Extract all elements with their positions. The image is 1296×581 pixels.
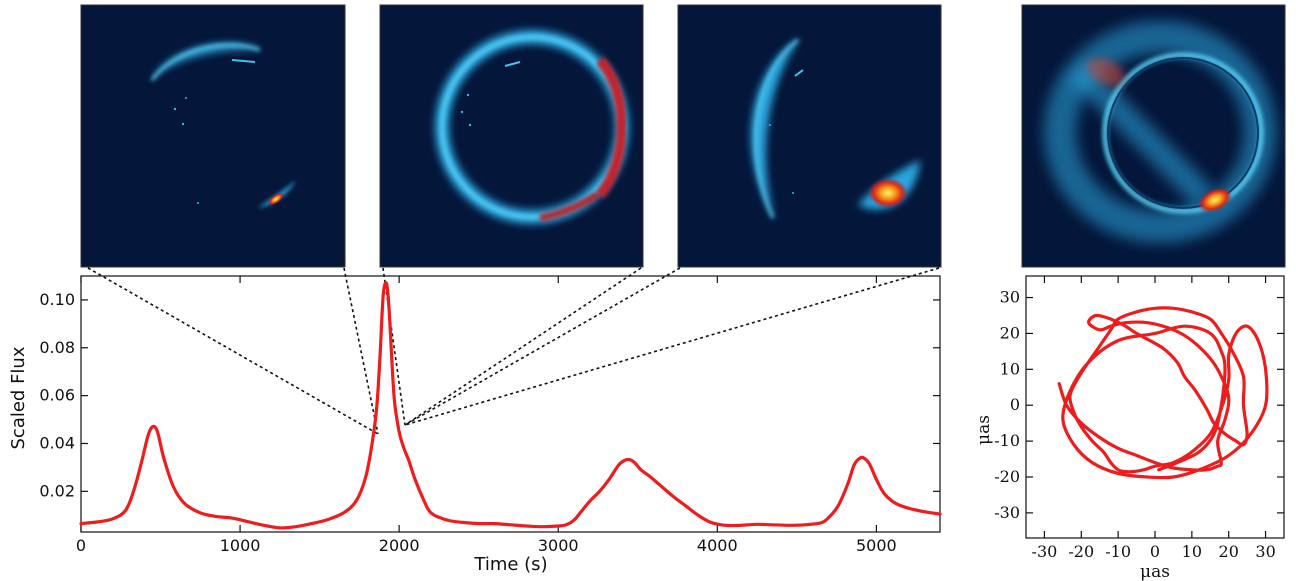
image-panel-4 (1021, 4, 1286, 268)
centroid-y-axis-label: μas (974, 415, 994, 445)
centroid-x-ticks: -30 -20 -10 0 10 20 30 (1032, 276, 1276, 561)
centroid-y-tick-label: 10 (1000, 359, 1020, 378)
centroid-x-tick-label: 0 (1150, 542, 1160, 561)
centroid-x-axis-label: μas (1140, 562, 1170, 581)
connector-dashed-lines (87, 267, 940, 435)
lightcurve-frame (80, 275, 941, 533)
lightcurve-x-tick-label: 1000 (220, 536, 261, 555)
centroid-x-tick-label: -10 (1105, 542, 1131, 561)
lightcurve-x-tick-label: 5000 (856, 536, 897, 555)
centroid-y-ticks: -30 -20 -10 0 10 20 30 (994, 288, 1284, 522)
lightcurve-y-tick-label: 0.10 (39, 290, 75, 309)
centroid-x-tick-label: 30 (1255, 542, 1275, 561)
centroid-x-tick-label: 20 (1219, 542, 1239, 561)
lightcurve-y-tick-label: 0.08 (39, 338, 75, 357)
image-panel-3 (677, 4, 942, 268)
centroid-x-tick-label: -30 (1032, 542, 1058, 561)
image-panel-2 (379, 4, 644, 268)
lightcurve-y-axis-label: Scaled Flux (8, 346, 29, 449)
lightcurve-plot: 0.02 0.04 0.06 0.08 0.10 0 1000 2000 3000 4000 50… (8, 275, 942, 575)
lightcurve-x-tick-label: 4000 (697, 536, 738, 555)
lightcurve-x-ticks: 0 1000 2000 3000 4000 5000 (76, 276, 897, 555)
centroid-plot: -30 -20 -10 0 10 20 30 -30 -20 -10 0 10 20 30 μas μa… (974, 275, 1285, 581)
lightcurve-x-tick-label: 0 (76, 536, 86, 555)
lightcurve-x-tick-label: 2000 (379, 536, 420, 555)
centroid-x-tick-label: -20 (1068, 542, 1094, 561)
centroid-x-tick-label: 10 (1182, 542, 1202, 561)
centroid-y-tick-label: -20 (994, 467, 1020, 486)
centroid-y-tick-label: -30 (994, 503, 1020, 522)
lightcurve-x-tick-label: 3000 (538, 536, 579, 555)
lightcurve-y-tick-label: 0.02 (39, 481, 75, 500)
image-panel-1 (80, 4, 346, 268)
centroid-y-tick-label: 0 (1010, 395, 1020, 414)
lightcurve-y-tick-label: 0.04 (39, 433, 75, 452)
centroid-y-tick-label: 20 (1000, 323, 1020, 342)
centroid-y-tick-label: 30 (1000, 288, 1020, 307)
lightcurve-y-tick-label: 0.06 (39, 386, 75, 405)
centroid-series-line (1057, 306, 1269, 480)
centroid-y-tick-label: -10 (994, 431, 1020, 450)
lightcurve-x-axis-label: Time (s) (473, 554, 547, 575)
lightcurve-y-ticks: 0.02 0.04 0.06 0.08 0.10 (39, 290, 940, 500)
lightcurve-series-line (79, 281, 942, 530)
